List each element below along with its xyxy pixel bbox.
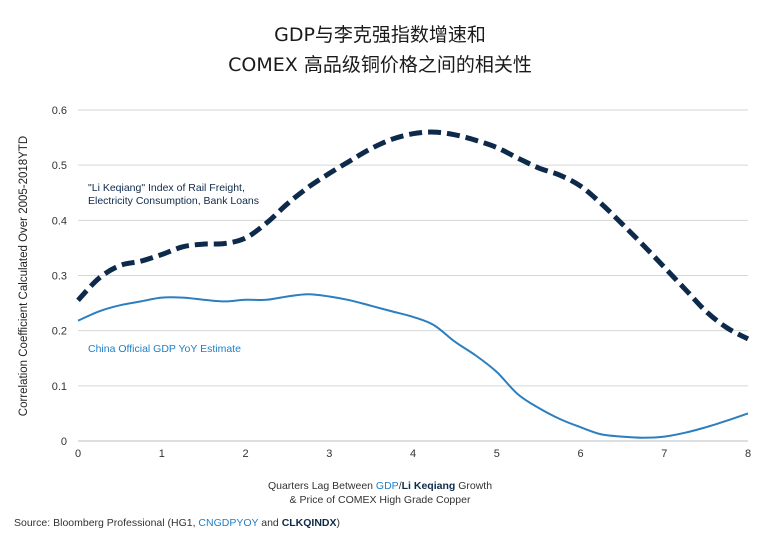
x-tick-label-1: 1 bbox=[159, 448, 165, 460]
y-tick-label-0: 0 bbox=[61, 436, 67, 448]
y-tick-label-1: 0.1 bbox=[52, 381, 67, 393]
x-tick-label-2: 2 bbox=[242, 448, 248, 460]
x-tick-label-0: 0 bbox=[75, 448, 81, 460]
x-tick-labels: 0 1 2 3 4 5 6 7 8 bbox=[75, 448, 751, 460]
y-tick-labels: 0 0.1 0.2 0.3 0.4 0.5 0.6 bbox=[52, 105, 67, 448]
source-middle: and bbox=[258, 517, 282, 529]
source-prefix: Source: Bloomberg Professional (HG1, bbox=[14, 517, 199, 529]
x-axis-label-li: Li Keqiang bbox=[401, 480, 456, 492]
series-line-li-keqiang bbox=[76, 129, 750, 342]
x-tick-label-7: 7 bbox=[661, 448, 667, 460]
y-tick-label-2: 0.2 bbox=[52, 326, 67, 338]
x-tick-label-6: 6 bbox=[577, 448, 583, 460]
x-tick-label-3: 3 bbox=[326, 448, 332, 460]
grid-lines bbox=[78, 109, 748, 442]
y-tick-label-5: 0.5 bbox=[52, 160, 67, 172]
x-axis-label-line2: & Price of COMEX High Grade Copper bbox=[289, 494, 471, 506]
x-tick-label-8: 8 bbox=[745, 448, 751, 460]
chart-title-line1: GDP与李克强指数增速和 bbox=[274, 24, 486, 46]
source-note: Source: Bloomberg Professional (HG1, CNG… bbox=[14, 517, 340, 529]
y-axis-label: Correlation Coefficient Calculated Over … bbox=[18, 136, 30, 416]
gdp-series-label: China Official GDP YoY Estimate bbox=[88, 343, 241, 355]
x-axis-label-gdp: GDP bbox=[375, 480, 399, 492]
source-code-li: CLKQINDX bbox=[281, 517, 337, 529]
y-tick-label-3: 0.3 bbox=[52, 271, 67, 283]
x-axis-label-slash: / bbox=[398, 480, 402, 492]
chart-title-line2: COMEX 高品级铜价格之间的相关性 bbox=[228, 54, 532, 76]
li-keqiang-label-line2: Electricity Consumption, Bank Loans bbox=[88, 195, 259, 207]
y-tick-label-4: 0.4 bbox=[52, 215, 67, 227]
source-suffix: ) bbox=[336, 517, 341, 529]
series-line-gdp bbox=[77, 293, 749, 439]
y-tick-label-6: 0.6 bbox=[52, 105, 67, 117]
x-tick-label-4: 4 bbox=[410, 448, 416, 460]
source-code-gdp: CNGDPYOY bbox=[198, 517, 259, 529]
x-axis-label: Quarters Lag Between GDP/Li Keqiang Grow… bbox=[0, 479, 760, 507]
x-axis-label-suffix: Growth bbox=[455, 480, 493, 492]
li-keqiang-label-line1: "Li Keqiang" Index of Rail Freight, bbox=[88, 182, 245, 194]
x-axis-label-prefix: Quarters Lag Between bbox=[267, 480, 376, 492]
x-tick-label-5: 5 bbox=[494, 448, 500, 460]
